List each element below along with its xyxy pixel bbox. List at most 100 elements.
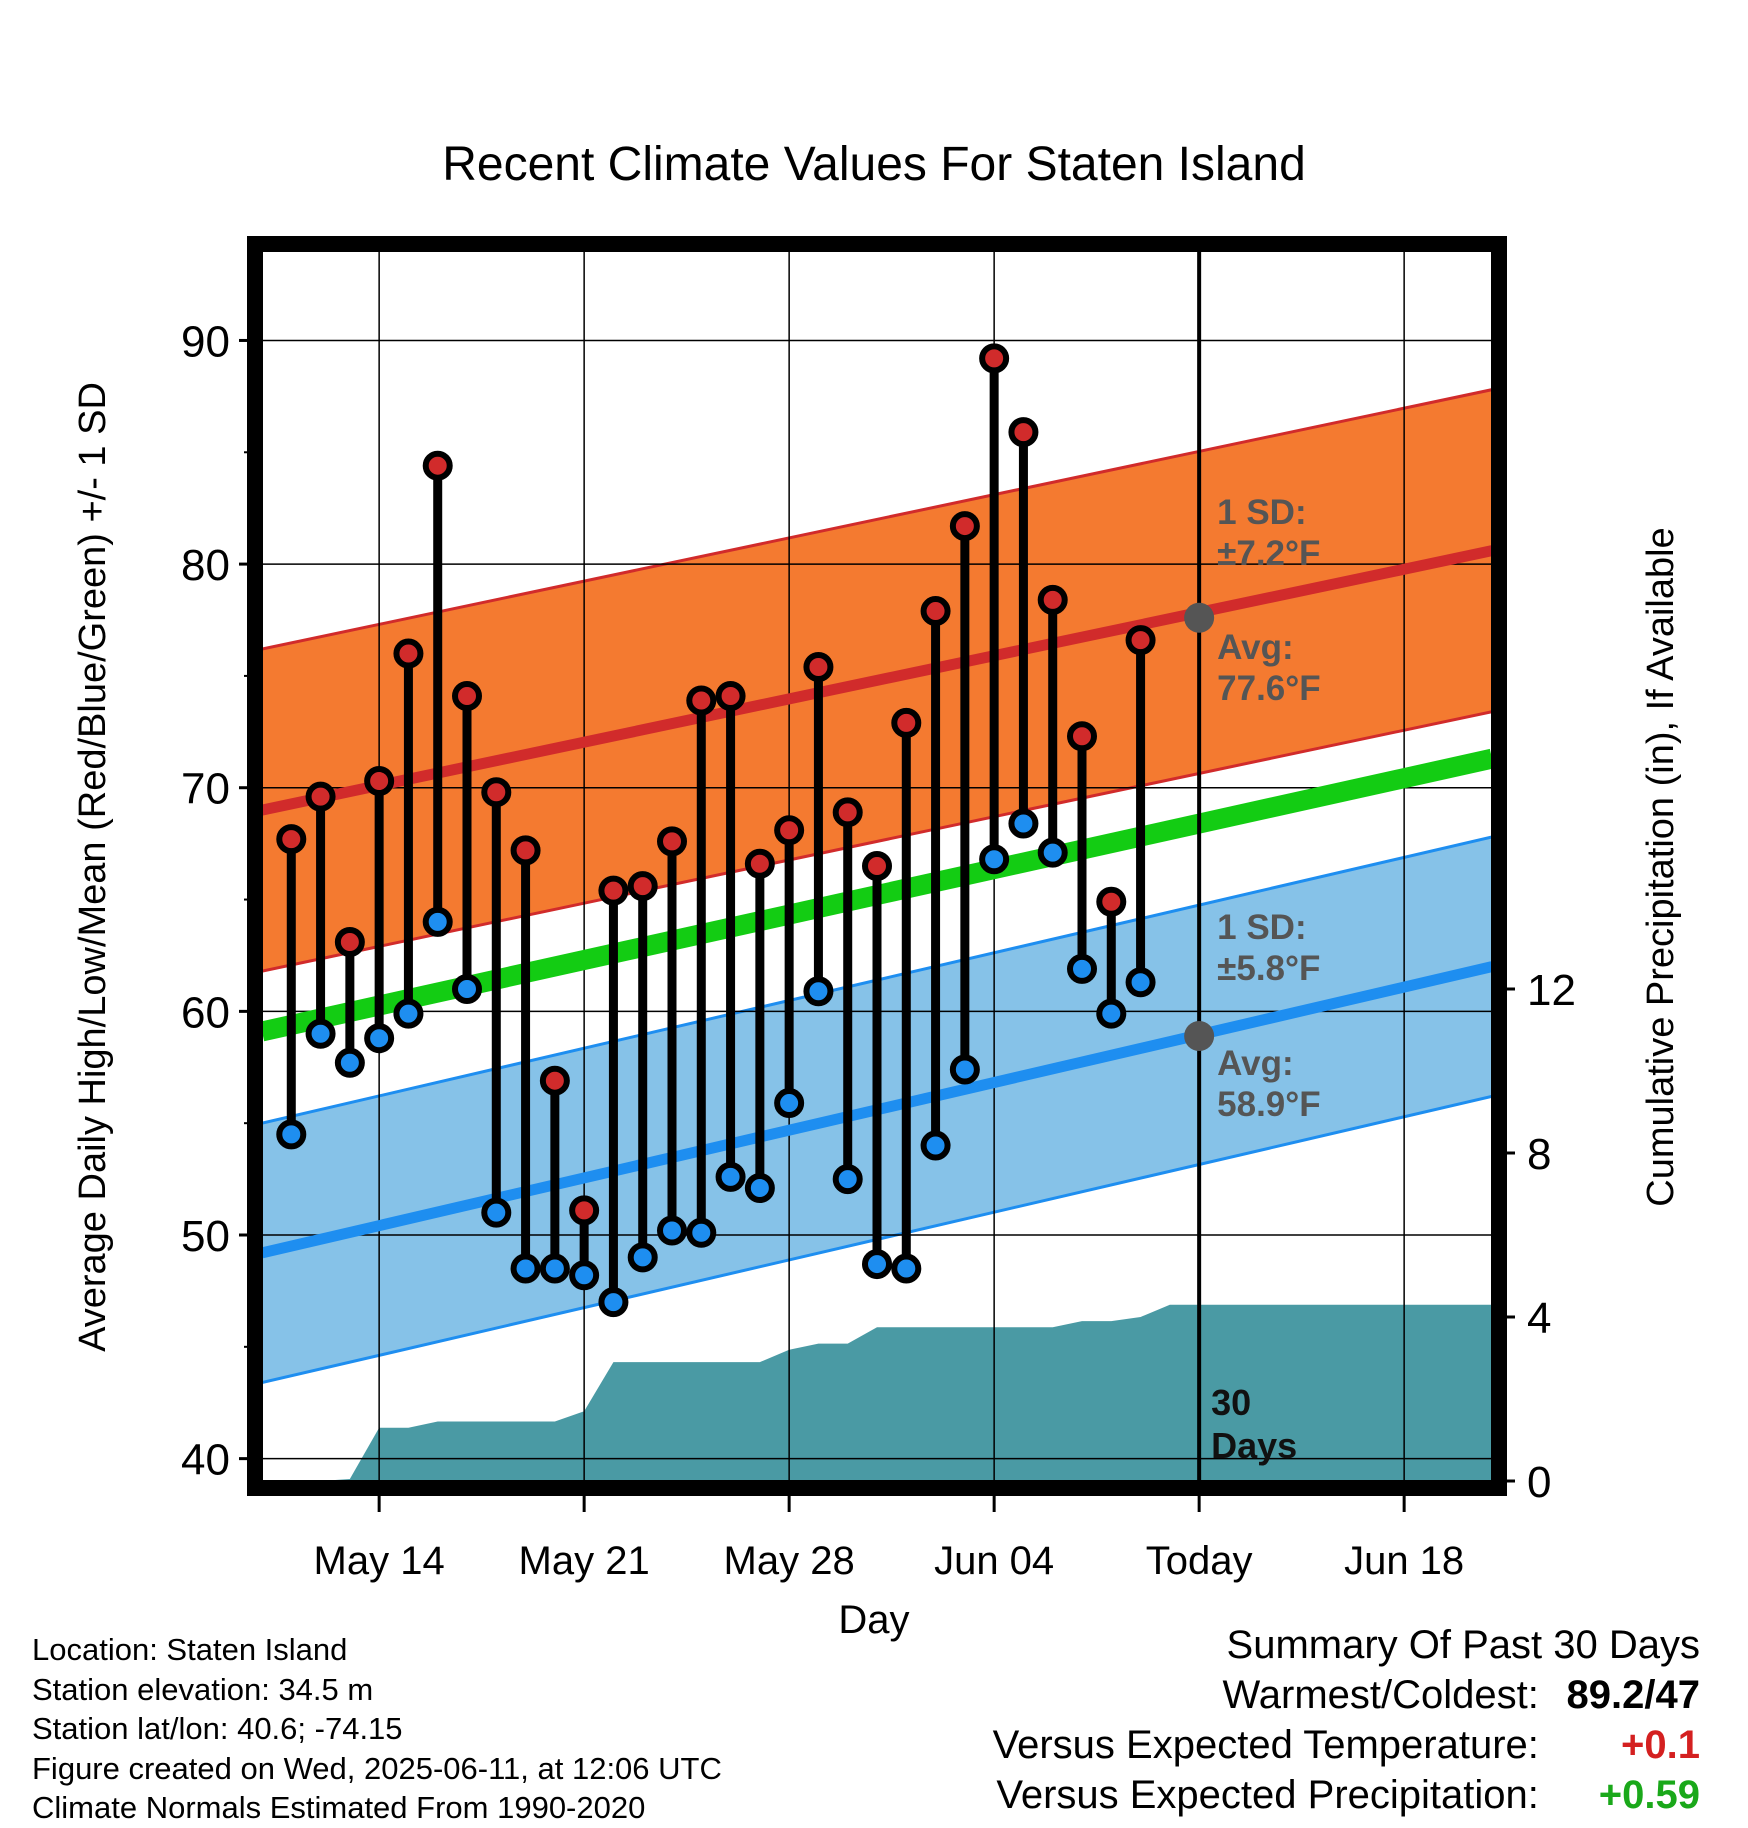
low-point xyxy=(1008,808,1039,839)
y2-tick-label: 12 xyxy=(1527,966,1576,1015)
high-point xyxy=(305,781,336,812)
high-point xyxy=(1125,625,1156,656)
low-point xyxy=(1067,953,1097,984)
x-axis-label: Day xyxy=(838,1598,909,1642)
high-point xyxy=(393,638,424,669)
x-tick-label: May 28 xyxy=(724,1539,855,1583)
warm-cold-label: Warmest/Coldest: xyxy=(1222,1673,1539,1717)
high-point xyxy=(334,927,365,958)
y-axis-label: Average Daily High/Low/Mean (Red/Blue/Gr… xyxy=(72,382,114,1352)
low-point xyxy=(1125,967,1156,998)
low-point xyxy=(598,1287,629,1318)
period-label-line1: 30 xyxy=(1211,1382,1251,1423)
high-point xyxy=(949,511,980,542)
low-point xyxy=(862,1249,892,1280)
high-point xyxy=(862,851,892,881)
low-point xyxy=(422,906,453,937)
high-point xyxy=(627,871,658,902)
x-tick-label: Jun 04 xyxy=(934,1539,1054,1583)
low-point xyxy=(803,976,834,1007)
y-tick-label: 60 xyxy=(181,988,230,1037)
normals-text: Climate Normals Estimated From 1990-2020 xyxy=(32,1790,646,1825)
low-point xyxy=(452,974,482,1004)
low-avg-label: Avg: xyxy=(1217,1044,1293,1083)
high-point xyxy=(1096,886,1127,917)
high-avg-value: 77.6°F xyxy=(1217,669,1321,708)
high-point xyxy=(1067,721,1097,752)
low-point xyxy=(657,1215,687,1246)
low-sd-value: ±5.8°F xyxy=(1217,949,1320,988)
high-point xyxy=(481,777,512,808)
high-point xyxy=(715,681,746,712)
low-point xyxy=(569,1260,600,1291)
y-tick-label: 90 xyxy=(181,317,230,366)
temp-row: Versus Expected Temperature: +0.1 xyxy=(993,1720,1700,1770)
low-point xyxy=(891,1253,922,1284)
low-point xyxy=(1037,837,1068,868)
low-point xyxy=(979,844,1010,875)
high-point xyxy=(774,815,805,846)
y2-tick-label: 0 xyxy=(1527,1458,1551,1507)
location-text: Location: Staten Island xyxy=(32,1632,348,1667)
high-point xyxy=(1158,0,1182,12)
low-point xyxy=(686,1217,717,1248)
x-tick-label: May 14 xyxy=(314,1539,445,1583)
low-point xyxy=(715,1161,746,1192)
low-sd-label: 1 SD: xyxy=(1217,908,1306,947)
chart-title: Recent Climate Values For Staten Island xyxy=(442,138,1306,191)
high-point xyxy=(1008,417,1039,448)
daily-observations xyxy=(276,0,1182,1318)
high-sd-band-upper-edge xyxy=(262,388,1492,651)
high-point xyxy=(1037,584,1068,615)
low-point xyxy=(627,1242,658,1273)
y2-tick-label: 8 xyxy=(1527,1130,1551,1179)
y2-tick-label: 4 xyxy=(1527,1294,1551,1343)
low-point xyxy=(832,1164,863,1195)
temp-label: Versus Expected Temperature: xyxy=(992,1723,1539,1767)
y-tick-label: 40 xyxy=(181,1436,230,1485)
low-point xyxy=(364,1023,395,1054)
today-high-avg-marker xyxy=(1184,602,1215,633)
temp-value: +0.1 xyxy=(1621,1723,1700,1767)
high-point xyxy=(979,343,1010,374)
high-sd-value: ±7.2°F xyxy=(1217,534,1320,573)
summary-title: Summary Of Past 30 Days xyxy=(1226,1623,1700,1667)
elevation-text: Station elevation: 34.5 m xyxy=(32,1671,374,1707)
precip-area xyxy=(291,1304,1492,1481)
high-point xyxy=(891,707,922,738)
warm-cold-value: 89.2/47 xyxy=(1566,1673,1700,1717)
created-text: Figure created on Wed, 2025-06-11, at 12… xyxy=(32,1750,722,1786)
low-point xyxy=(305,1018,336,1049)
low-point xyxy=(744,1173,775,1204)
high-point xyxy=(657,826,687,857)
high-point xyxy=(539,1065,570,1096)
high-point xyxy=(510,835,541,866)
low-point xyxy=(1158,0,1182,12)
high-point xyxy=(452,681,482,712)
axes: 40 50 60 70 80 90 0 4 8 12 May 14 May 21 May 28 Jun 0… xyxy=(181,317,1576,1583)
y-tick-label: 70 xyxy=(181,765,230,814)
high-point xyxy=(803,651,834,682)
high-point xyxy=(920,596,951,627)
high-point xyxy=(276,824,307,855)
high-point xyxy=(569,1195,600,1226)
high-point xyxy=(598,875,629,906)
low-point xyxy=(481,1197,512,1228)
low-point xyxy=(510,1253,541,1284)
high-sd-label: 1 SD: xyxy=(1217,493,1306,532)
latlon-text: Station lat/lon: 40.6; -74.15 xyxy=(32,1711,403,1746)
high-point xyxy=(364,766,395,797)
x-tick-label: Jun 18 xyxy=(1344,1539,1464,1583)
high-avg-label: Avg: xyxy=(1217,628,1293,667)
low-point xyxy=(1096,998,1127,1029)
low-point xyxy=(393,998,424,1029)
low-point xyxy=(334,1047,365,1078)
low-point xyxy=(949,1054,980,1085)
low-point xyxy=(276,1119,307,1150)
y2-axis-label: Cumulative Precipitation (in), If Availa… xyxy=(1640,527,1682,1206)
y-tick-label: 80 xyxy=(181,541,230,590)
summary-panel: Summary Of Past 30 Days Warmest/Coldest:… xyxy=(993,1620,1700,1820)
x-tick-label: May 21 xyxy=(519,1539,650,1583)
